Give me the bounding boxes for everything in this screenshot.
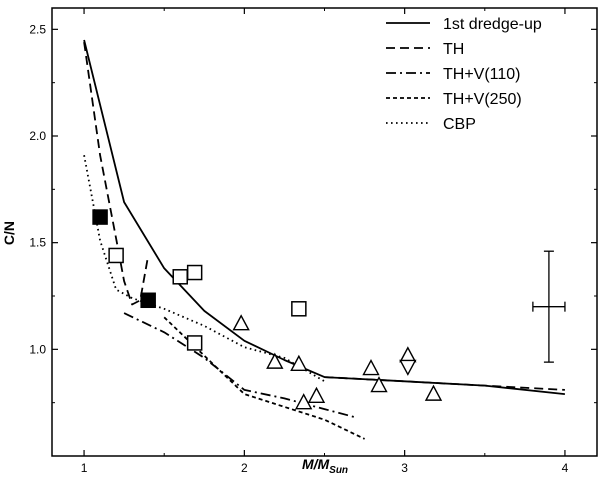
legend-label: TH+V(110): [443, 66, 521, 83]
open-triangle-marker: [370, 376, 388, 393]
filled-square-marker: [92, 209, 108, 225]
series-line-cbp: [83, 155, 325, 383]
open-triangle-marker: [424, 384, 443, 401]
x-tick-label: 3: [401, 461, 408, 475]
y-tick-label: 2.0: [29, 129, 46, 143]
y-tick-label: 2.5: [29, 22, 46, 36]
open-square-marker: [108, 247, 124, 264]
series-line-th-v-110-: [123, 312, 357, 419]
observation-markers: [92, 209, 443, 410]
open-triangle-marker: [294, 393, 313, 410]
x-axis-title-sub: Sun: [329, 465, 348, 476]
legend-label: TH: [443, 41, 464, 58]
open-triangle-marker: [307, 386, 326, 403]
y-tick-label: 1.5: [29, 236, 46, 250]
y-axis-title: C/N: [1, 221, 17, 245]
x-tick-label: 4: [562, 461, 569, 475]
y-tick-label: 1.0: [29, 342, 46, 356]
open-square-marker: [186, 264, 203, 281]
series-line-th: [324, 376, 565, 391]
series-line-th-v-250-: [163, 316, 365, 440]
open-triangle-down-marker: [399, 359, 417, 376]
series-lines: [83, 39, 565, 440]
filled-square-marker: [140, 292, 156, 309]
x-axis-title-main: M/M: [302, 456, 330, 472]
open-triangle-marker: [399, 346, 417, 363]
open-triangle-marker: [232, 314, 250, 331]
x-axis-title: M/MSun: [302, 456, 348, 476]
open-square-marker: [186, 335, 203, 351]
legend-label: 1st dredge-up: [443, 16, 542, 33]
axis-ticks: 1 2 3 4 1.0 1.5 2.0 2.5: [29, 8, 597, 475]
x-tick-label: 1: [81, 461, 88, 475]
legend-label: CBP: [443, 116, 476, 133]
open-square-marker: [172, 269, 188, 285]
x-tick-label: 2: [241, 461, 248, 475]
open-triangle-marker: [362, 359, 380, 376]
open-triangle-marker: [266, 352, 284, 369]
open-square-marker: [291, 301, 307, 317]
legend-label: TH+V(250): [443, 91, 522, 108]
error-bar: [532, 250, 566, 363]
legend: 1st dredge-up TH TH+V(110) TH+V(250) CBP: [386, 16, 542, 133]
open-triangle-marker: [290, 354, 308, 371]
series-line-th: [83, 41, 150, 306]
